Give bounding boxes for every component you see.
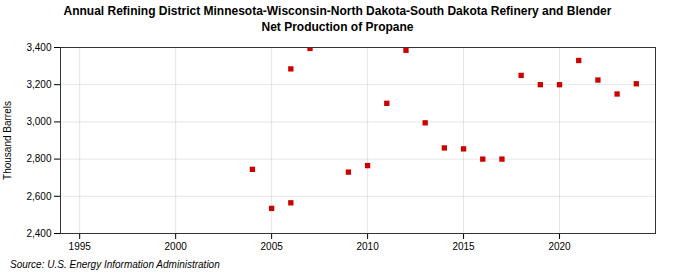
svg-text:3,200: 3,200 — [26, 79, 51, 90]
svg-text:2015: 2015 — [452, 241, 475, 252]
html-text:Source: U.S. Energy Informatio: Source: U.S. Energy Information Administ… — [10, 259, 220, 271]
svg-text:3,000: 3,000 — [26, 116, 51, 127]
svg-text:1995: 1995 — [69, 241, 92, 252]
svg-text:Thousand Barrels: Thousand Barrels — [2, 101, 13, 180]
html-text:Annual Refining District Minne: Annual Refining District Minnesota-Wisco… — [63, 4, 612, 34]
svg-text:2,800: 2,800 — [26, 153, 51, 164]
svg-text:2,400: 2,400 — [26, 228, 51, 239]
svg-text:2000: 2000 — [165, 241, 188, 252]
svg-text:2,600: 2,600 — [26, 191, 51, 202]
svg-text:2005: 2005 — [261, 241, 284, 252]
svg-text:2020: 2020 — [548, 241, 571, 252]
svg-text:3,400: 3,400 — [26, 42, 51, 53]
svg-text:2010: 2010 — [356, 241, 379, 252]
